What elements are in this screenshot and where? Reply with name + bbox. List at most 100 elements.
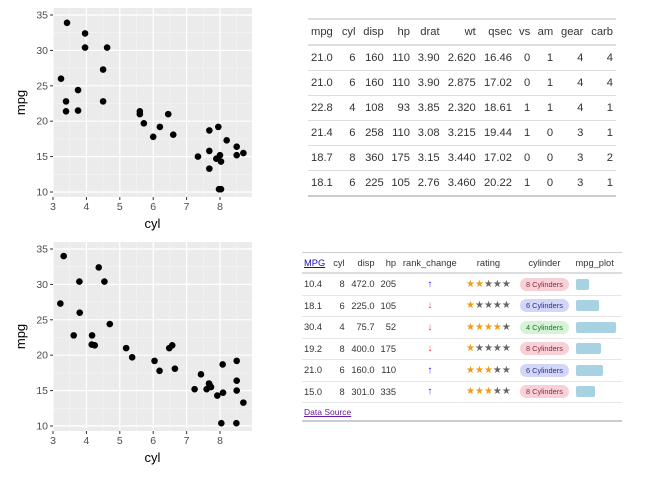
data-point [60,252,67,260]
data-point [217,158,225,165]
header-mpg: mpg [308,18,338,46]
header-hp: hp [376,252,399,274]
cell-cyl: 4 [337,95,359,121]
y-tick-label: 10 [36,421,48,433]
table-footer: Data Source [302,402,622,422]
plot-panel [53,8,252,197]
cell-rating: ★★★★★ [461,359,516,382]
data-point [57,75,65,83]
cell-vs: 1 [514,95,534,121]
cell-cylinder: 6 Cylinders [515,359,574,382]
cell-carb: 2 [586,145,616,171]
cell-mpg-plot [573,295,622,317]
cell-disp: 225 [358,170,387,197]
cell-am: 1 [533,70,557,96]
cell-gear: 4 [556,70,587,96]
star-icon: ★ [501,343,511,355]
data-point [101,278,108,285]
arrow-up-icon: ↑ [427,386,433,398]
star-icon: ★ [466,364,475,376]
mpg-bar [575,364,604,376]
cell-hp: 105 [376,295,399,317]
header-am: am [533,18,557,46]
header-mpg[interactable]: MPG [302,252,330,274]
table-row: 18.7 8 360 175 3.15 3.440 17.02 0 0 3 2 [308,145,616,171]
data-source-link[interactable]: Data Source [304,406,352,417]
cell-rating: ★★★★★ [461,338,516,360]
star-icon: ★ [483,300,493,312]
star-icon: ★ [466,278,475,290]
cell-carb: 4 [586,45,616,71]
star-icon: ★ [492,386,502,398]
cell-am: 0 [533,120,557,146]
mpg-bar [575,343,601,355]
header-vs: vs [514,18,534,46]
x-tick-label: 4 [83,435,89,447]
data-point [207,383,215,391]
data-point [156,367,163,375]
cell-disp: 472.0 [346,273,377,296]
arrow-down-icon: ↓ [427,300,433,312]
cell-mpg: 18.1 [302,295,330,317]
header-disp: disp [346,252,377,274]
cell-cyl: 4 [329,316,347,339]
y-tick-label: 15 [36,151,48,163]
cell-hp: 175 [386,145,413,171]
cell-hp: 110 [386,120,413,146]
star-icon: ★ [483,278,493,290]
y-tick-label: 10 [36,187,48,199]
mpg-bar [575,278,590,290]
cell-cyl: 6 [329,359,347,382]
data-point [169,131,177,138]
x-tick-label: 7 [184,201,190,213]
table-row: 21.0 6 160 110 3.90 2.620 16.46 0 1 4 4 [308,45,616,71]
star-icon: ★ [501,364,511,376]
cell-am: 1 [533,95,557,121]
cell-vs: 1 [514,120,534,146]
x-tick-label: 3 [50,435,56,447]
cell-hp: 110 [386,45,413,71]
cell-mpg: 21.4 [308,120,338,146]
scatter-plot-1: 3 4 5 6 7 8 10 15 20 25 30 35 cyl mpg [0,0,270,240]
data-point [136,110,144,118]
header-cylinder: cylinder [515,252,574,274]
header-wt: wt [442,18,479,46]
data-point [233,143,240,150]
cylinder-badge: 8 Cylinders [519,277,569,291]
star-icon: ★ [492,343,502,355]
data-point [140,120,148,127]
data-point [88,332,96,339]
x-tick-label: 3 [50,201,56,213]
cell-cyl: 6 [337,120,359,146]
data-point [168,341,176,349]
mpg-header-link[interactable]: MPG [304,257,326,268]
cell-wt: 2.875 [442,70,479,96]
data-point [233,377,240,384]
cell-vs: 0 [514,145,534,171]
cell-cyl: 6 [329,295,347,317]
data-point [76,309,84,317]
star-icon: ★ [466,386,475,398]
cell-disp: 108 [358,95,387,121]
cell-hp: 175 [376,338,399,360]
x-tick-label: 5 [117,201,123,213]
y-tick-label: 20 [36,116,48,128]
data-point [99,66,107,73]
data-point [217,185,225,193]
header-rank-change: rank_change [398,252,462,274]
cell-wt: 3.215 [442,120,479,146]
cylinder-badge: 8 Cylinders [519,385,569,399]
cell-disp: 360 [358,145,387,171]
data-point [99,98,107,105]
cell-carb: 1 [586,95,616,121]
data-point [240,399,247,406]
data-point [233,419,240,427]
mpg-bar [575,321,616,333]
star-icon: ★ [466,343,475,355]
scatter-plot-1-svg: 3 4 5 6 7 8 10 15 20 25 30 35 cyl mpg [13,8,252,231]
x-tick-label: 5 [117,435,123,447]
star-icon: ★ [474,343,484,355]
data-point [106,320,114,328]
data-point [62,98,70,105]
data-point [156,123,164,131]
